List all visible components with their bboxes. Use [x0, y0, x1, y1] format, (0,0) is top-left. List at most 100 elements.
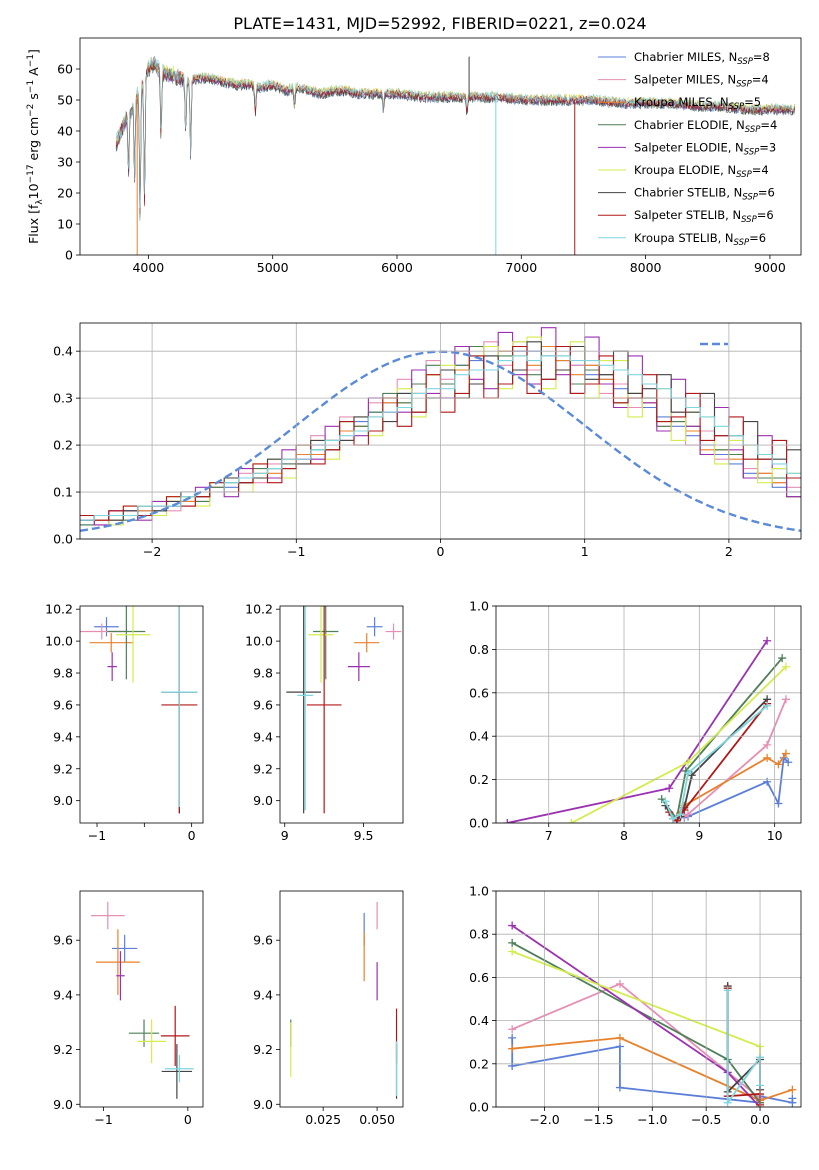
weight-marker — [615, 1033, 624, 1042]
weight-marker — [508, 921, 517, 930]
x-tick-label: 7 — [545, 828, 553, 843]
axes-frame — [279, 890, 404, 1108]
plot-area — [503, 636, 793, 823]
y-tick-label: 1.0 — [469, 599, 489, 614]
x-tick-label: 0.025 — [305, 1112, 341, 1127]
weight-series — [567, 662, 790, 823]
y-label-part: −17 — [26, 164, 36, 183]
error-point — [107, 652, 117, 681]
y-tick-label: 0.6 — [469, 685, 489, 700]
y-tick-label: 0.4 — [53, 344, 73, 359]
y-tick-label: 40 — [57, 124, 73, 139]
x-tick-label: −1.0 — [637, 1112, 667, 1127]
weight-marker — [503, 819, 512, 823]
weight-marker — [774, 760, 783, 769]
weight-line — [511, 924, 761, 1107]
y-tick-label: 9.8 — [253, 666, 273, 681]
y-tick-label: 9.2 — [253, 1042, 273, 1057]
weight-marker — [684, 769, 693, 778]
legend-label: Salpeter ELODIE, NSSP=3 — [634, 140, 776, 157]
legend-label: Chabrier ELODIE, NSSP=4 — [634, 118, 777, 135]
error-point — [107, 606, 146, 680]
panel-mass-vs-Z: −1 0 9.0 9.2 9.4 9.6 — [53, 890, 204, 1127]
y-label-part: erg cm — [26, 117, 41, 165]
y-tick-label: 0.2 — [469, 772, 489, 787]
legend-label-text: Salpeter ELODIE, N — [634, 140, 744, 154]
x-tick-label: 9000 — [754, 260, 786, 275]
axes-frame — [79, 322, 802, 540]
weight-marker — [781, 695, 790, 704]
legend-subscript: SSP — [742, 193, 758, 203]
y-tick-label: 50 — [57, 93, 73, 108]
weight-marker — [788, 1085, 797, 1094]
error-point — [286, 606, 321, 814]
weight-series — [508, 921, 765, 1107]
weight-marker — [508, 1025, 517, 1034]
weight-marker — [508, 1033, 517, 1042]
error-point — [313, 606, 339, 680]
legend-label-value: =6 — [757, 208, 774, 222]
legend-label-value: =4 — [752, 73, 769, 87]
legend-label-value: =5 — [744, 95, 761, 109]
y-label-part: ] — [26, 49, 41, 54]
x-tick-label: 0.0 — [750, 1112, 770, 1127]
weight-marker — [763, 740, 772, 749]
x-tick-label: −1.5 — [583, 1112, 613, 1127]
legend-label: Chabrier MILES, NSSP=8 — [634, 50, 770, 67]
y-tick-label: 10.2 — [245, 602, 273, 617]
y-tick-label: 9.2 — [53, 1042, 73, 1057]
y-tick-label: 9.6 — [53, 933, 73, 948]
x-tick-label: 9.5 — [354, 828, 374, 843]
weight-marker — [676, 810, 685, 819]
x-tick-label: 5000 — [257, 260, 289, 275]
weight-line — [511, 1037, 794, 1104]
weight-line — [511, 982, 761, 1103]
legend-label-value: =4 — [760, 118, 777, 132]
y-label-part: Flux [f — [26, 204, 41, 244]
legend-subscript: SSP — [737, 57, 753, 67]
legend-label-text: Salpeter STELIB, N — [634, 208, 741, 222]
error-point — [94, 617, 119, 637]
panel-weight-vs-Z: −2.0 −1.5 −1.0 −0.5 0.0 0.0 0.2 0.4 0.6 0.8 1.0 — [469, 884, 802, 1127]
weight-marker — [723, 986, 732, 995]
error-point — [96, 929, 140, 995]
error-point — [89, 633, 133, 653]
x-tick-label: 7000 — [505, 260, 537, 275]
y-tick-label: 9.0 — [53, 793, 73, 808]
y-tick-label: 9.6 — [253, 933, 273, 948]
spectrum-line — [115, 55, 795, 208]
y-axis-label: Flux [fλ10−17 erg cm−2 s−1 A−1] — [26, 49, 45, 244]
y-tick-label: 0.0 — [53, 532, 73, 547]
weight-marker — [615, 1042, 624, 1051]
weight-marker — [665, 784, 674, 793]
legend-label-value: =6 — [749, 231, 766, 245]
y-tick-label: 9.0 — [253, 793, 273, 808]
y-tick-label: 0.4 — [469, 729, 489, 744]
x-tick-label: −2 — [143, 544, 161, 559]
weight-marker — [508, 938, 517, 947]
weight-series — [661, 701, 772, 823]
legend-label-text: Kroupa STELIB, N — [634, 231, 734, 245]
y-label-part: −1 — [26, 80, 36, 93]
x-tick-label: 6000 — [381, 260, 413, 275]
weight-marker — [763, 753, 772, 762]
legend-label: Salpeter MILES, NSSP=4 — [634, 73, 769, 90]
y-tick-label: 0.2 — [469, 1056, 489, 1071]
weight-line — [512, 1036, 793, 1102]
y-tick-label: 10.0 — [45, 634, 73, 649]
y-tick-label: 60 — [57, 62, 73, 77]
y-tick-label: 9.0 — [53, 1097, 73, 1112]
panel-histogram: −2 −1 0 1 2 0.0 0.1 0.2 0.3 0.4 — [53, 322, 802, 559]
plot-area — [80, 606, 198, 814]
spectrum-line — [116, 60, 796, 211]
legend-label: Salpeter STELIB, NSSP=6 — [634, 208, 774, 225]
error-point — [116, 951, 125, 1001]
weight-marker — [778, 654, 787, 663]
error-point — [137, 1019, 166, 1064]
y-tick-label: 0 — [65, 248, 73, 263]
legend-subscript: SSP — [741, 215, 757, 225]
y-label-part: −1 — [26, 54, 36, 67]
y-tick-label: 0.8 — [469, 927, 489, 942]
legend-subscript: SSP — [736, 80, 752, 90]
